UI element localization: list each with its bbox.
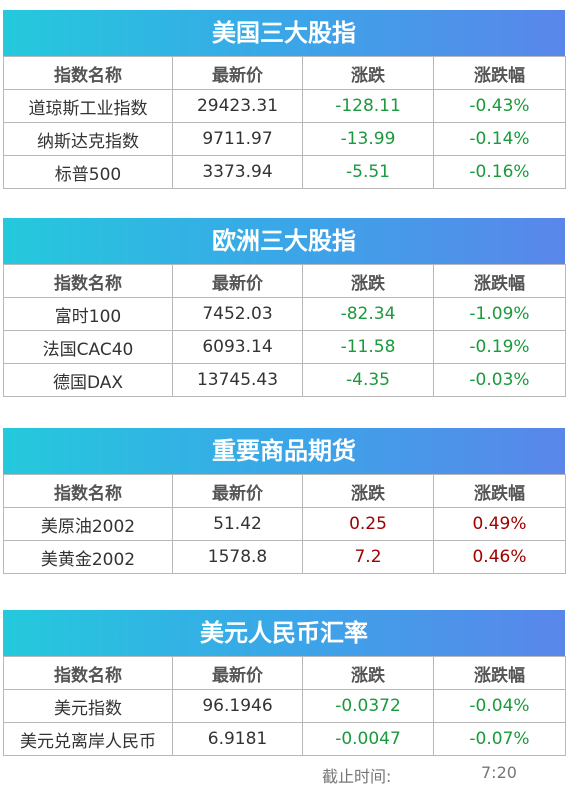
table-row: 道琼斯工业指数 29423.31 -128.11 -0.43%	[3, 89, 566, 123]
row-name: 美黄金2002	[3, 540, 173, 574]
row-pct: 0.49%	[433, 507, 566, 541]
section-title: 美元人民币汇率	[3, 610, 565, 656]
row-name: 富时100	[3, 297, 173, 331]
row-price: 7452.03	[172, 297, 303, 331]
usd-cny-table: 指数名称 最新价 涨跌 涨跌幅 美元指数 96.1946 -0.0372 -0.…	[3, 656, 566, 756]
header-change: 涨跌	[302, 656, 434, 690]
row-price: 51.42	[172, 507, 303, 541]
section-eu-indices: 欧洲三大股指 指数名称 最新价 涨跌 涨跌幅 富时100 7452.03 -82…	[3, 218, 566, 397]
header-change: 涨跌	[302, 56, 434, 90]
table-row: 美元指数 96.1946 -0.0372 -0.04%	[3, 689, 566, 723]
row-name: 标普500	[3, 155, 173, 189]
row-price: 6093.14	[172, 330, 303, 364]
table-row: 美黄金2002 1578.8 7.2 0.46%	[3, 540, 566, 574]
header-row: 指数名称 最新价 涨跌 涨跌幅	[3, 264, 566, 298]
section-usd-cny: 美元人民币汇率 指数名称 最新价 涨跌 涨跌幅 美元指数 96.1946 -0.…	[3, 610, 566, 756]
table-row: 德国DAX 13745.43 -4.35 -0.03%	[3, 363, 566, 397]
row-name: 美元指数	[3, 689, 173, 723]
row-name: 美元兑离岸人民币	[3, 722, 173, 756]
row-pct: -0.19%	[433, 330, 566, 364]
row-pct: -0.43%	[433, 89, 566, 123]
row-pct: -0.07%	[433, 722, 566, 756]
header-change: 涨跌	[302, 474, 434, 508]
table-row: 富时100 7452.03 -82.34 -1.09%	[3, 297, 566, 331]
row-pct: -0.14%	[433, 122, 566, 156]
header-row: 指数名称 最新价 涨跌 涨跌幅	[3, 656, 566, 690]
section-us-indices: 美国三大股指 指数名称 最新价 涨跌 涨跌幅 道琼斯工业指数 29423.31 …	[3, 10, 566, 189]
row-pct: 0.46%	[433, 540, 566, 574]
table-row: 标普500 3373.94 -5.51 -0.16%	[3, 155, 566, 189]
footer: 截止时间: 7:20	[0, 763, 569, 786]
row-change: 7.2	[302, 540, 434, 574]
section-title: 美国三大股指	[3, 10, 565, 56]
row-price: 29423.31	[172, 89, 303, 123]
row-change: -4.35	[302, 363, 434, 397]
row-pct: -0.16%	[433, 155, 566, 189]
row-price: 1578.8	[172, 540, 303, 574]
row-pct: -0.04%	[433, 689, 566, 723]
header-price: 最新价	[172, 656, 303, 690]
header-name: 指数名称	[3, 474, 173, 508]
header-row: 指数名称 最新价 涨跌 涨跌幅	[3, 474, 566, 508]
header-price: 最新价	[172, 56, 303, 90]
row-change: -5.51	[302, 155, 434, 189]
header-price: 最新价	[172, 264, 303, 298]
row-change: -11.58	[302, 330, 434, 364]
row-pct: -1.09%	[433, 297, 566, 331]
header-name: 指数名称	[3, 656, 173, 690]
row-price: 9711.97	[172, 122, 303, 156]
header-pct: 涨跌幅	[433, 56, 566, 90]
row-change: -13.99	[302, 122, 434, 156]
row-price: 96.1946	[172, 689, 303, 723]
section-title: 重要商品期货	[3, 428, 565, 474]
row-price: 6.9181	[172, 722, 303, 756]
row-name: 纳斯达克指数	[3, 122, 173, 156]
header-pct: 涨跌幅	[433, 264, 566, 298]
header-change: 涨跌	[302, 264, 434, 298]
row-name: 道琼斯工业指数	[3, 89, 173, 123]
header-pct: 涨跌幅	[433, 656, 566, 690]
cutoff-label: 截止时间:	[322, 767, 392, 786]
row-name: 法国CAC40	[3, 330, 173, 364]
commodities-table: 指数名称 最新价 涨跌 涨跌幅 美原油2002 51.42 0.25 0.49%…	[3, 474, 566, 574]
section-title: 欧洲三大股指	[3, 218, 565, 264]
section-commodities: 重要商品期货 指数名称 最新价 涨跌 涨跌幅 美原油2002 51.42 0.2…	[3, 428, 566, 574]
row-price: 13745.43	[172, 363, 303, 397]
table-row: 纳斯达克指数 9711.97 -13.99 -0.14%	[3, 122, 566, 156]
row-price: 3373.94	[172, 155, 303, 189]
table-row: 法国CAC40 6093.14 -11.58 -0.19%	[3, 330, 566, 364]
header-name: 指数名称	[3, 264, 173, 298]
cutoff-time: 7:20	[481, 763, 517, 782]
row-pct: -0.03%	[433, 363, 566, 397]
header-name: 指数名称	[3, 56, 173, 90]
table-row: 美元兑离岸人民币 6.9181 -0.0047 -0.07%	[3, 722, 566, 756]
row-change: -128.11	[302, 89, 434, 123]
row-change: 0.25	[302, 507, 434, 541]
header-price: 最新价	[172, 474, 303, 508]
table-row: 美原油2002 51.42 0.25 0.49%	[3, 507, 566, 541]
eu-indices-table: 指数名称 最新价 涨跌 涨跌幅 富时100 7452.03 -82.34 -1.…	[3, 264, 566, 397]
us-indices-table: 指数名称 最新价 涨跌 涨跌幅 道琼斯工业指数 29423.31 -128.11…	[3, 56, 566, 189]
row-change: -82.34	[302, 297, 434, 331]
header-row: 指数名称 最新价 涨跌 涨跌幅	[3, 56, 566, 90]
row-name: 德国DAX	[3, 363, 173, 397]
row-change: -0.0047	[302, 722, 434, 756]
header-pct: 涨跌幅	[433, 474, 566, 508]
row-change: -0.0372	[302, 689, 434, 723]
row-name: 美原油2002	[3, 507, 173, 541]
